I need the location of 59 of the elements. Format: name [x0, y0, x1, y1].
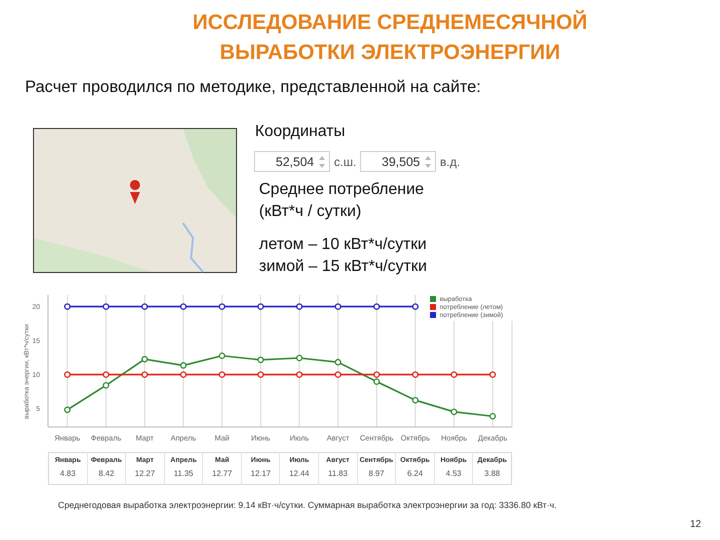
point: [450, 408, 458, 416]
point: [64, 303, 71, 310]
point: [64, 371, 71, 378]
point: [218, 371, 226, 378]
text: 12: [690, 519, 702, 530]
point: [373, 378, 380, 385]
point: [102, 303, 110, 310]
number-field: 52,504: [254, 151, 330, 172]
text: зимой – 15 кВт*ч/сутки: [259, 258, 427, 276]
point: [412, 371, 419, 378]
point: [489, 413, 496, 420]
point: [296, 354, 303, 362]
data-label: 11.35: [164, 466, 203, 484]
point: [334, 371, 342, 378]
text: летом – 10 кВт*ч/сутки: [259, 236, 427, 254]
text: (кВт*ч / сутки): [259, 203, 362, 221]
point: [257, 303, 264, 310]
point: [489, 371, 496, 378]
data-label: 8.42: [87, 466, 126, 484]
point: [373, 303, 380, 310]
text: Координаты: [255, 123, 346, 141]
point: [64, 406, 71, 414]
point: [141, 356, 148, 362]
text: Среднее потребление: [259, 181, 424, 199]
point: [141, 371, 148, 378]
chart-title: ИССЛЕДОВАНИЕ СРЕДНЕМЕСЯЧНОЙ ВЫРАБОТКИ ЭЛЕКТРОЭНЕРГИИ: [192, 9, 588, 66]
data-label: 12.17: [241, 466, 280, 484]
point: [412, 396, 419, 404]
point: [296, 371, 303, 378]
data-label: 4.83: [48, 466, 88, 484]
data-label: 12.77: [202, 466, 242, 484]
point: [180, 362, 187, 369]
point: [412, 303, 419, 310]
point: [218, 352, 226, 360]
point: [180, 371, 187, 378]
point: [334, 358, 342, 366]
data-label: 3.88: [483, 468, 501, 480]
point: [296, 303, 303, 310]
point: [180, 303, 187, 310]
data-label: 4.53: [434, 466, 473, 484]
point: [141, 303, 148, 310]
point: [257, 371, 264, 378]
data-label: 12.44: [280, 466, 319, 484]
data-label: 8.97: [357, 466, 396, 484]
point: [373, 371, 380, 378]
text: в.д.: [440, 155, 460, 169]
data-label: 6.24: [396, 466, 434, 484]
text: Среднегодовая выработка электроэнергии: 9.14 кВт·ч/сутки. Суммарная выработка электроэнергии за год: 3336.80 кВт·ч.: [58, 500, 557, 510]
point: [102, 371, 110, 378]
number-field: 39,505: [360, 151, 436, 172]
text: Расчет проводился по методике, представленной на сайте:: [25, 78, 481, 97]
point: [334, 303, 342, 310]
point: [218, 303, 226, 310]
point: [257, 356, 264, 364]
data-label: 11.83: [318, 466, 358, 484]
point: [450, 371, 458, 378]
data-label: 12.27: [126, 466, 164, 484]
text: с.ш.: [334, 155, 356, 169]
point: [102, 382, 110, 389]
